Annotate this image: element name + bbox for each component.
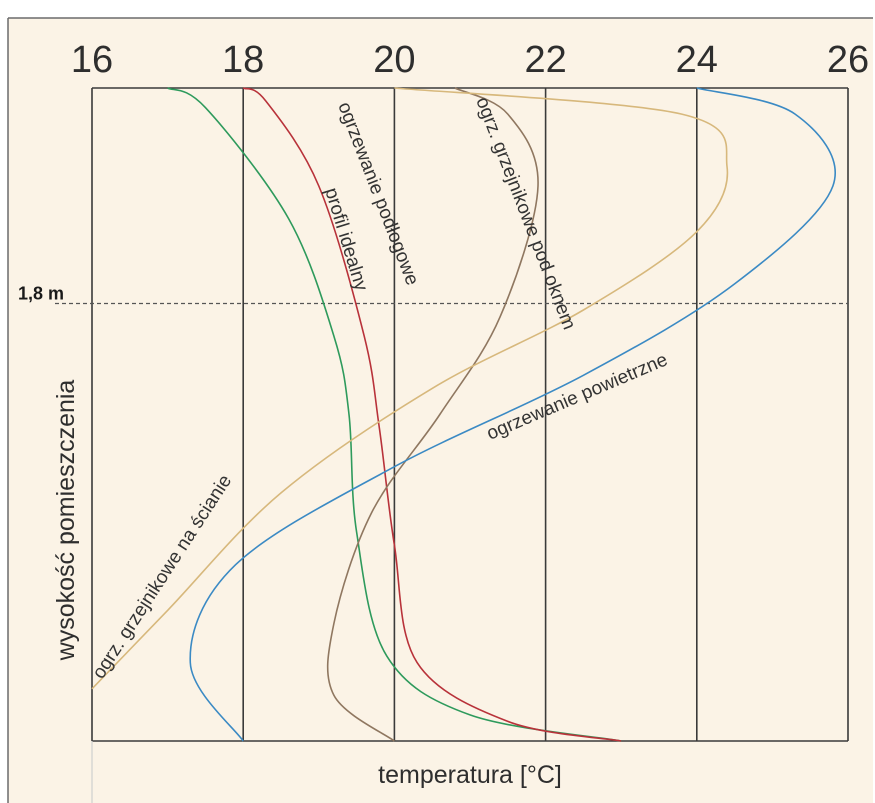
- x-tick-label: 20: [373, 39, 415, 81]
- x-tick-label: 18: [222, 39, 264, 81]
- x-tick-label: 26: [827, 39, 869, 81]
- plot-background: [8, 18, 873, 803]
- y-axis-label: wysokość pomieszczenia: [52, 380, 80, 662]
- x-axis-label: temperatura [°C]: [378, 761, 562, 789]
- height-reference-label: 1,8 m: [18, 283, 64, 303]
- x-tick-label: 22: [524, 39, 566, 81]
- x-tick-label: 24: [676, 39, 718, 81]
- x-tick-label: 16: [71, 39, 113, 81]
